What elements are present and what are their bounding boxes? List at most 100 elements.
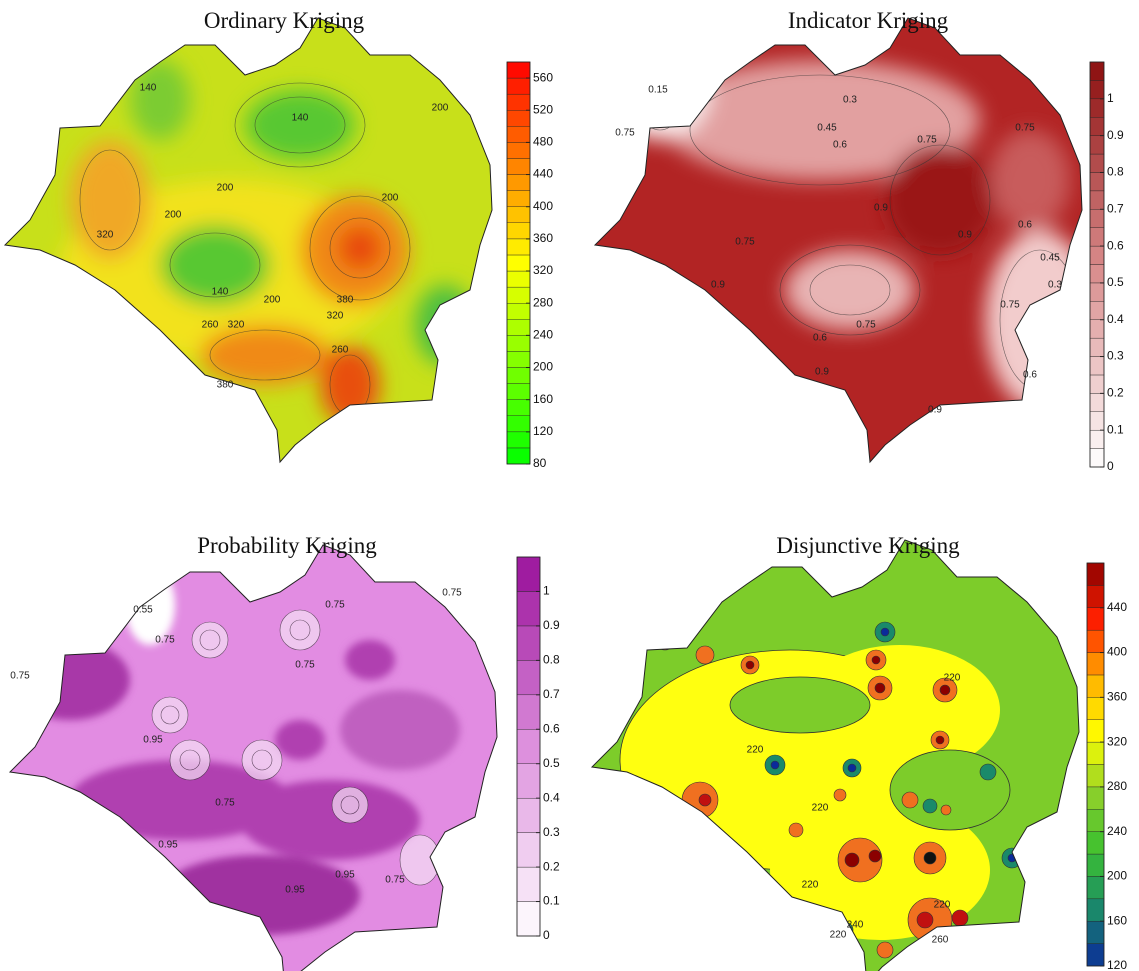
- contour-label: 140: [212, 287, 229, 298]
- panel-title: Ordinary Kriging: [204, 8, 365, 33]
- colorbar-tick-label: 440: [533, 167, 553, 181]
- colorbar-band: [1089, 411, 1105, 431]
- contour-label: 0.6: [1018, 220, 1032, 231]
- colorbar-tick-label: 0.8: [543, 653, 560, 667]
- colorbar-band: [1086, 607, 1105, 631]
- colorbar-band: [1089, 61, 1105, 81]
- colorbar-tick-label: 0.2: [1107, 386, 1124, 400]
- colorbar-tick-label: 120: [533, 424, 553, 438]
- colorbar-tick-label: 0.4: [543, 790, 560, 804]
- colorbar-frame: [1089, 61, 1105, 468]
- colorbar-band: [506, 399, 531, 416]
- contour-label: 200: [432, 103, 449, 114]
- colorbar-tick-label: 160: [533, 392, 553, 406]
- colorbar-tick-label: 0.1: [543, 894, 560, 908]
- colorbar-tick-label: 240: [1107, 824, 1127, 838]
- colorbar-tick-label: 80: [533, 456, 547, 470]
- contour-label: 260: [932, 935, 949, 946]
- colorbar-band: [506, 61, 531, 79]
- contour-label: 260: [202, 320, 219, 331]
- disjunctive-map: [592, 540, 1079, 971]
- contour-label: 0.75: [442, 588, 462, 599]
- colorbar-band: [516, 729, 541, 764]
- colorbar-band: [506, 447, 531, 465]
- colorbar-tick-label: 0.1: [1107, 422, 1124, 436]
- contour-label: 380: [217, 380, 234, 391]
- contour-label: 0.9: [874, 203, 888, 214]
- colorbar-band: [506, 206, 531, 224]
- contour-label: 220: [812, 803, 829, 814]
- colorbar-tick-label: 560: [533, 70, 553, 84]
- colorbar-tick-label: 200: [1107, 869, 1127, 883]
- colorbar-tick-label: 520: [533, 102, 553, 116]
- colorbar-band: [506, 190, 531, 207]
- colorbar-band: [1089, 264, 1105, 284]
- colorbar-tick-label: 240: [533, 328, 553, 342]
- colorbar-band: [1086, 943, 1105, 967]
- contour-label: 220: [747, 745, 764, 756]
- colorbar-band: [506, 367, 531, 384]
- colorbar-band: [1089, 429, 1105, 449]
- colorbar-tick-label: 360: [533, 231, 553, 245]
- colorbar-band: [506, 126, 531, 143]
- colorbar-band: [1089, 448, 1105, 468]
- contour-label: 320: [327, 311, 344, 322]
- colorbar-band: [506, 351, 531, 368]
- contour-label: 200: [217, 183, 234, 194]
- colorbar-band: [1086, 764, 1105, 788]
- contour-label: 0.9: [928, 405, 942, 416]
- contour-label: 0.75: [215, 798, 235, 809]
- colorbar-band: [506, 286, 531, 304]
- contour-label: 320: [97, 230, 114, 241]
- colorbar-band: [506, 270, 531, 288]
- colorbar-band: [516, 797, 541, 833]
- colorbar-tick-label: 0.6: [1107, 238, 1124, 252]
- colorbar-tick-label: 280: [1107, 779, 1127, 793]
- contour-label: 0.3: [843, 95, 857, 106]
- contour-label: 0.75: [1000, 300, 1020, 311]
- colorbar-tick-label: 0.9: [1107, 128, 1124, 142]
- colorbar-band: [506, 431, 531, 449]
- colorbar-band: [506, 174, 531, 191]
- contour-label: 200: [264, 295, 281, 306]
- contour-label: 0.15: [648, 85, 668, 96]
- contour-label: 0.6: [833, 140, 847, 151]
- colorbar-tick-label: 480: [533, 135, 553, 149]
- colorbar-band: [506, 158, 531, 175]
- colorbar-band: [1086, 921, 1105, 944]
- colorbar-band: [516, 763, 541, 799]
- contour-label: 0.75: [155, 635, 175, 646]
- colorbar-tick-label: 0.5: [543, 756, 560, 770]
- colorbar-frame: [1086, 562, 1105, 967]
- colorbar-band: [1089, 282, 1105, 302]
- colorbar-tick-label: 0.3: [1107, 349, 1124, 363]
- contour-label: 0.75: [1015, 123, 1035, 134]
- colorbar-band: [1086, 719, 1105, 743]
- contour-label: 200: [165, 210, 182, 221]
- colorbar-tick-label: 0.3: [543, 825, 560, 839]
- colorbar-band: [1089, 190, 1105, 210]
- colorbar-tick-label: 0.9: [543, 618, 560, 632]
- colorbar-band: [1089, 80, 1105, 100]
- contour-label: 0.6: [813, 333, 827, 344]
- contour-label: 220: [802, 880, 819, 891]
- contour-label: 0.75: [10, 671, 30, 682]
- contour-label: 0.95: [158, 840, 178, 851]
- colorbar-tick-label: 120: [1107, 958, 1127, 971]
- colorbar-tick-label: 360: [1107, 690, 1127, 704]
- contour-label: 0.75: [917, 135, 937, 146]
- colorbar-band: [506, 110, 531, 127]
- contour-label: 0.55: [133, 605, 153, 616]
- colorbar-tick-label: 0.5: [1107, 275, 1124, 289]
- contour-label: 0.9: [711, 280, 725, 291]
- colorbar-band: [516, 866, 541, 902]
- contour-label: 200: [382, 193, 399, 204]
- contour-label: 0.9: [958, 230, 972, 241]
- contour-label: 0.75: [295, 660, 315, 671]
- colorbar-band: [1086, 786, 1105, 810]
- colorbar-band: [1086, 809, 1105, 832]
- colorbar-band: [506, 303, 531, 320]
- contour-label: 220: [830, 930, 847, 941]
- colorbar-tick-label: 1: [543, 584, 550, 598]
